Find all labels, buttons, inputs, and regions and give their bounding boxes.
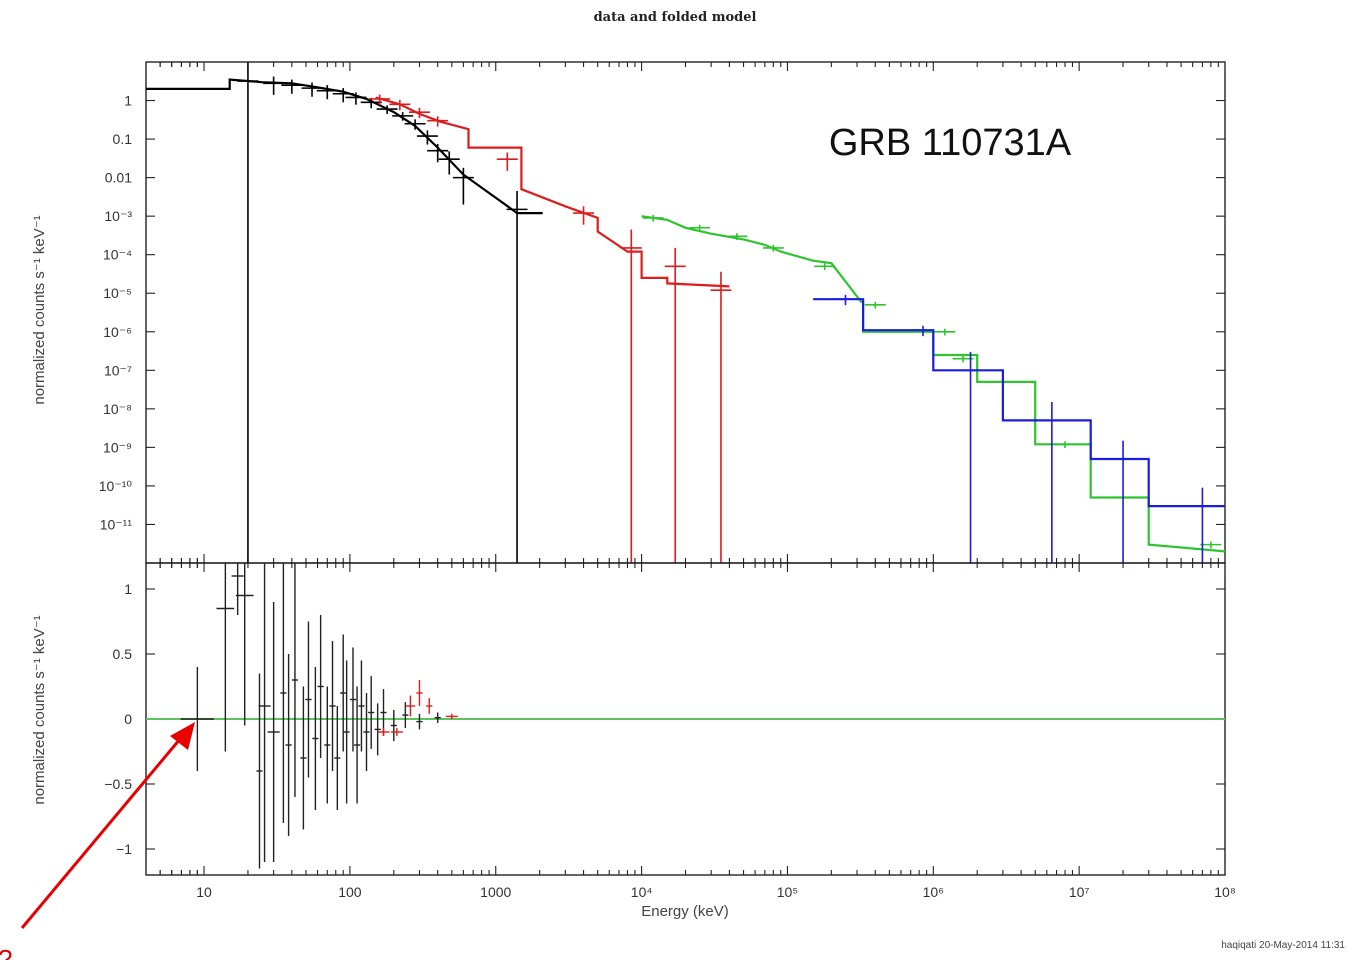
model-line-series-3 bbox=[813, 298, 1225, 508]
x-axis-label: Energy (keV) bbox=[641, 903, 729, 920]
y-tick-label: 1 bbox=[124, 581, 132, 597]
bottom-panel: 10 100 1000 10⁴ 10⁵ 10⁶ 10⁷ 10⁸ 1 0.5 0 −0.5 −1 bbox=[104, 562, 1236, 900]
y-tick-label: 0.5 bbox=[113, 646, 133, 662]
y-tick-label: 10⁻¹⁰ bbox=[99, 478, 133, 494]
model-line-series-2 bbox=[641, 215, 1225, 553]
y-tick-label: 10⁻⁷ bbox=[104, 362, 132, 378]
x-tick-label: 1000 bbox=[480, 884, 511, 900]
bottom-data-layer bbox=[146, 563, 1225, 869]
y-tick-label: 10⁻¹¹ bbox=[100, 516, 133, 532]
grb-annotation: GRB 110731A bbox=[829, 122, 1072, 164]
y-tick-label: 10⁻⁵ bbox=[103, 285, 132, 301]
y-tick-label: 10⁻⁹ bbox=[103, 439, 132, 455]
top-data-layer bbox=[146, 62, 1225, 563]
top-y-axis-label: normalized counts s⁻¹ keV⁻¹ bbox=[31, 215, 48, 404]
y-tick-label: 0 bbox=[124, 711, 132, 727]
bottom-y-axis-label: normalized counts s⁻¹ keV⁻¹ bbox=[31, 615, 48, 804]
model-line-series-0 bbox=[146, 78, 543, 215]
y-tick-label: 1 bbox=[124, 93, 132, 109]
y-tick-label: 10⁻³ bbox=[104, 208, 132, 224]
model-line-series-1 bbox=[375, 96, 730, 288]
top-panel: 1 0.1 0.01 10⁻³ 10⁻⁴ 10⁻⁵ 10⁻⁶ 10⁻⁷ 10⁻⁸ 10⁻⁹ 10⁻¹… bbox=[99, 61, 1226, 564]
y-tick-label: 0.01 bbox=[105, 170, 132, 186]
x-tick-label: 10⁷ bbox=[1069, 884, 1090, 900]
y-tick-label: 0.1 bbox=[113, 131, 133, 147]
x-tick-label: 10⁸ bbox=[1214, 884, 1236, 900]
y-tick-label: −0.5 bbox=[104, 776, 132, 792]
x-tick-label: 10⁴ bbox=[631, 884, 653, 900]
red-arrow bbox=[20, 722, 195, 929]
timestamp-stamp: haqiqati 20-May-2014 11:31 bbox=[1221, 940, 1345, 951]
question-mark: ? bbox=[0, 944, 12, 960]
x-tick-label: 10⁶ bbox=[923, 884, 944, 900]
y-tick-label: −1 bbox=[116, 841, 132, 857]
x-tick-label: 10⁵ bbox=[777, 884, 798, 900]
x-tick-label: 10 bbox=[196, 884, 212, 900]
y-tick-label: 10⁻⁸ bbox=[103, 401, 132, 417]
x-tick-label: 100 bbox=[338, 884, 362, 900]
y-tick-label: 10⁻⁶ bbox=[103, 324, 132, 340]
y-tick-label: 10⁻⁴ bbox=[103, 247, 132, 263]
chart-title: data and folded model bbox=[594, 10, 757, 25]
